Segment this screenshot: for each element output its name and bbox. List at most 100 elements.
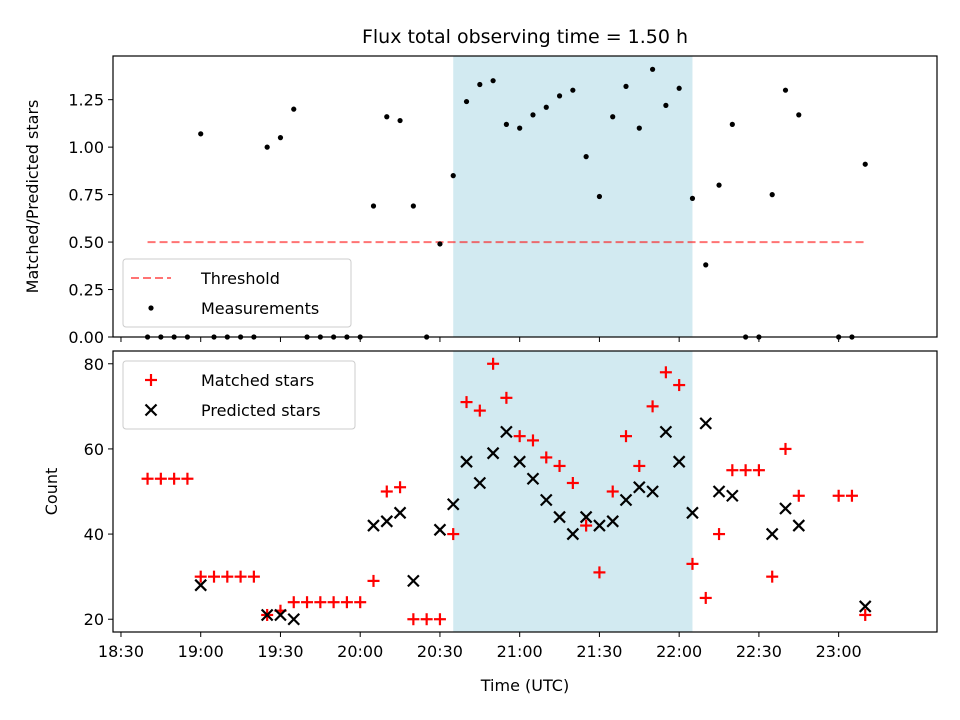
x-tick-label: 19:30 — [257, 642, 303, 661]
measurement-point — [703, 262, 709, 268]
matched-stars-point — [620, 430, 633, 443]
x-tick-label: 23:00 — [816, 642, 862, 661]
predicted-stars-point — [619, 493, 633, 507]
matched-stars-point — [513, 430, 526, 443]
measurement-point — [689, 195, 696, 201]
measurement-point — [769, 192, 775, 198]
predicted-stars-point — [194, 578, 207, 592]
predicted-stars-point — [593, 519, 606, 532]
predicted-stars-point — [606, 515, 619, 528]
measurement-point — [530, 112, 536, 118]
x-mark-b — [566, 527, 580, 541]
predicted-stars-point — [500, 425, 513, 439]
predicted-stars-point — [460, 455, 473, 468]
measurement-point — [291, 106, 297, 112]
y-tick-label: 0.75 — [68, 186, 104, 205]
top-panel: 0.00 0.25 0.50 0.75 1.00 1.25 Matched/Predicte… — [23, 55, 938, 347]
matched-stars-point — [845, 489, 858, 502]
measurement-point — [782, 87, 789, 93]
x-tick-label: 19:00 — [178, 642, 224, 661]
matched-stars-point — [752, 464, 765, 477]
x-mark-b — [287, 612, 301, 626]
x-tick-label: 21:30 — [576, 642, 622, 661]
x-mark-b — [460, 455, 473, 468]
measurement-point — [503, 121, 509, 127]
legend-label: Threshold — [200, 269, 280, 288]
matched-stars-point — [327, 596, 340, 609]
matched-stars-point — [673, 379, 686, 392]
measurement-point — [636, 125, 642, 131]
predicted-stars-point — [287, 612, 301, 626]
matched-stars-point — [234, 570, 247, 583]
x-mark-b — [699, 417, 713, 430]
x-mark-b — [633, 480, 646, 494]
matched-stars-point — [301, 596, 314, 609]
x-mark-b — [579, 510, 593, 524]
axes-frame — [112, 55, 938, 338]
matched-stars-point — [473, 404, 486, 417]
x-axis-label: Time (UTC) — [480, 676, 569, 695]
predicted-stars-point — [393, 506, 407, 520]
measurement-point — [410, 203, 416, 209]
x-mark-b — [194, 578, 207, 592]
matched-stars-point — [726, 464, 739, 477]
predicted-stars-point — [367, 519, 380, 532]
measurement-point — [370, 203, 377, 209]
predicted-stars-point — [633, 480, 646, 494]
x-tick-label: 22:00 — [656, 642, 702, 661]
x-mark-b — [553, 510, 566, 524]
matched-stars-point — [540, 451, 553, 464]
matched-stars-point — [367, 574, 380, 587]
x-mark-b — [380, 515, 394, 528]
measurement-point — [397, 117, 403, 124]
measurement-point — [384, 114, 390, 120]
matched-stars-point — [713, 528, 726, 541]
legend-box — [122, 360, 356, 430]
measurement-point — [570, 87, 576, 93]
matched-stars-point — [633, 459, 646, 472]
x-mark-b — [526, 472, 540, 486]
x-mark-b — [407, 574, 420, 588]
observing-window-span — [453, 56, 693, 337]
measurement-point — [623, 83, 629, 89]
y-tick-label: 20 — [84, 610, 104, 629]
predicted-stars-point — [380, 515, 394, 528]
x-mark-b — [672, 455, 686, 468]
matched-stars-point — [181, 472, 194, 485]
predicted-stars-point — [858, 600, 872, 613]
predicted-stars-point — [260, 608, 274, 622]
legend-label: Measurements — [201, 299, 319, 318]
y-tick-label: 0.00 — [68, 328, 104, 347]
x-mark-b — [367, 519, 380, 532]
y-tick-label: 1.25 — [68, 91, 104, 110]
matched-stars-point — [460, 396, 473, 409]
matched-stars-point — [287, 596, 300, 609]
x-mark-b — [433, 523, 447, 537]
matched-stars-point — [314, 596, 327, 609]
y-tick-label: 0.25 — [68, 281, 104, 300]
legend: Matched stars Predicted stars — [122, 360, 356, 430]
predicted-stars-point — [765, 527, 779, 541]
matched-stars-point — [646, 400, 659, 413]
y-tick-label: 40 — [84, 525, 104, 544]
x-mark-b — [260, 608, 274, 622]
measurement-point — [649, 66, 656, 72]
matched-stars-point — [447, 528, 460, 541]
x-mark-b — [500, 425, 513, 439]
legend-predicted-swatch — [144, 403, 158, 417]
matched-stars-point — [394, 481, 407, 494]
matched-stars-point — [500, 391, 513, 404]
measurement-point — [463, 98, 470, 105]
x-mark-b — [274, 608, 287, 622]
predicted-stars-point — [433, 523, 447, 537]
x-mark-b — [539, 493, 553, 507]
x-tick-label: 21:00 — [497, 642, 543, 661]
x-tick-label: 20:30 — [417, 642, 463, 661]
y-tick-label: 0.50 — [68, 233, 104, 252]
predicted-stars-point — [712, 485, 726, 498]
matched-stars-point — [208, 570, 221, 583]
measurement-point — [556, 93, 563, 99]
matched-stars-point — [154, 472, 167, 485]
predicted-stars-point — [686, 506, 699, 520]
x-mark-b — [513, 455, 526, 468]
